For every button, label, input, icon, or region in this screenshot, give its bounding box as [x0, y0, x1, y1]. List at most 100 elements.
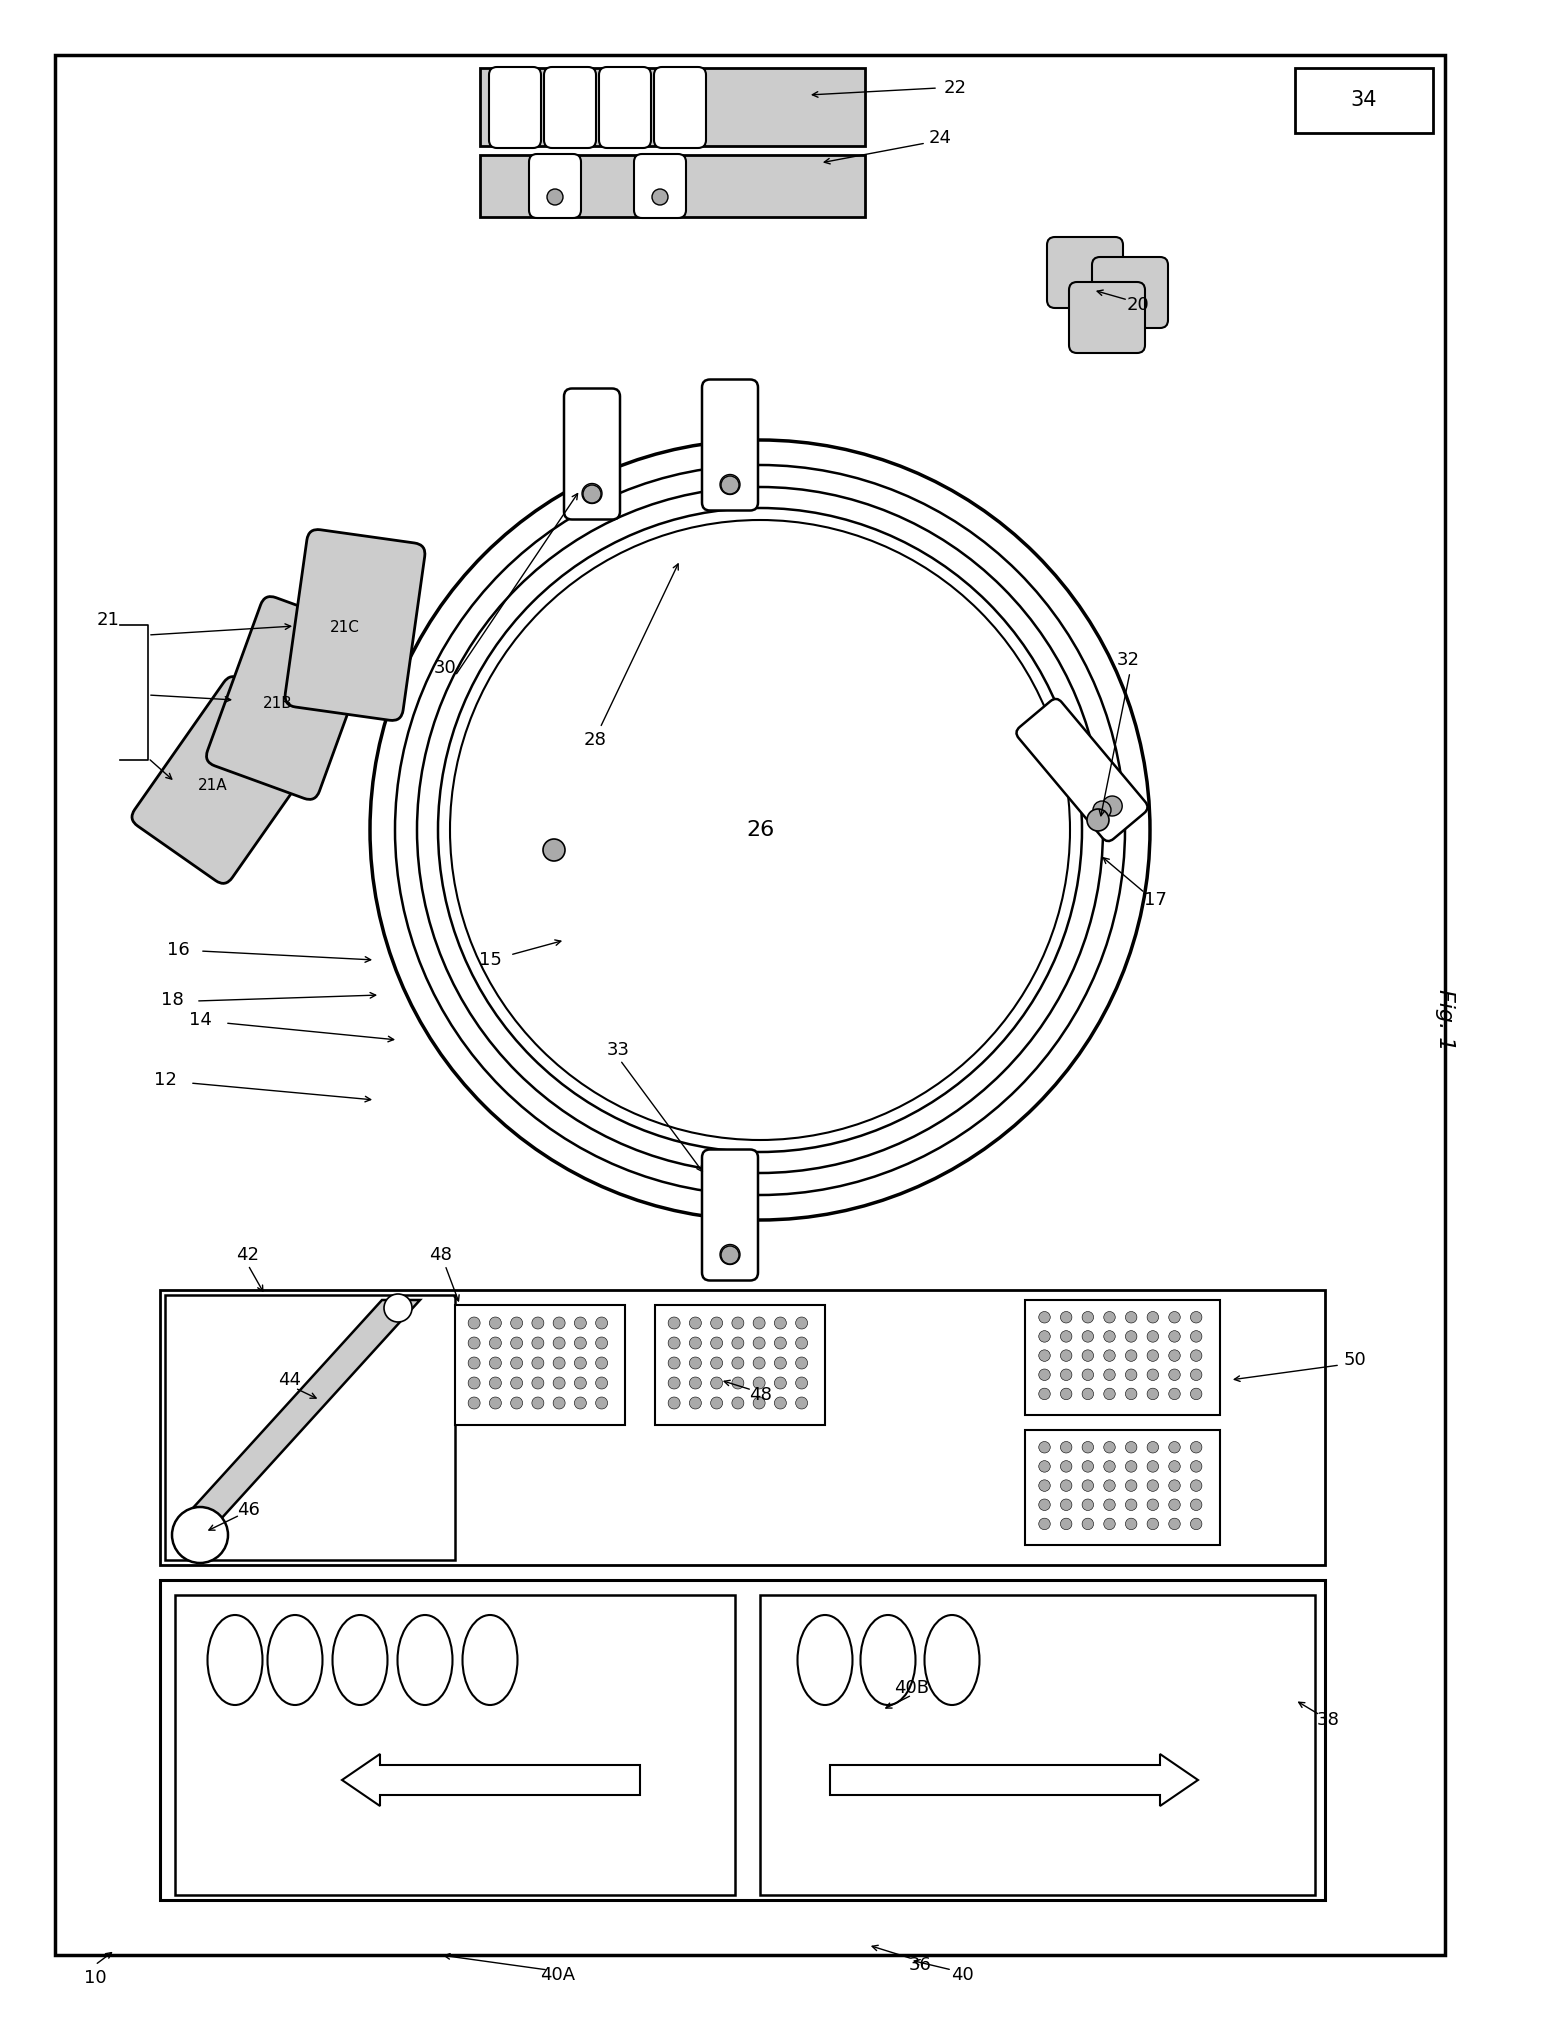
- Circle shape: [711, 1318, 723, 1330]
- Text: 21: 21: [96, 611, 120, 629]
- Circle shape: [1125, 1369, 1138, 1381]
- Circle shape: [511, 1336, 523, 1348]
- Circle shape: [1125, 1387, 1138, 1399]
- Circle shape: [1125, 1350, 1138, 1361]
- Circle shape: [722, 1246, 739, 1265]
- Text: 30: 30: [433, 660, 456, 676]
- Text: 46: 46: [236, 1502, 259, 1520]
- Circle shape: [511, 1377, 523, 1389]
- Circle shape: [1086, 809, 1110, 832]
- Circle shape: [667, 1336, 680, 1348]
- Circle shape: [543, 840, 565, 860]
- Circle shape: [574, 1318, 587, 1330]
- FancyBboxPatch shape: [1017, 699, 1147, 842]
- Circle shape: [722, 476, 739, 494]
- Circle shape: [652, 190, 667, 204]
- FancyBboxPatch shape: [653, 67, 706, 147]
- Circle shape: [1060, 1312, 1072, 1324]
- Circle shape: [469, 1318, 480, 1330]
- Circle shape: [1190, 1518, 1201, 1530]
- Circle shape: [489, 1357, 501, 1369]
- Text: 10: 10: [84, 1969, 107, 1988]
- Circle shape: [489, 1377, 501, 1389]
- Text: 17: 17: [1144, 891, 1167, 909]
- Circle shape: [1038, 1330, 1051, 1342]
- Circle shape: [582, 484, 602, 503]
- Circle shape: [1082, 1350, 1094, 1361]
- FancyBboxPatch shape: [132, 676, 324, 883]
- Circle shape: [532, 1336, 543, 1348]
- Circle shape: [1060, 1500, 1072, 1510]
- Circle shape: [574, 1357, 587, 1369]
- Circle shape: [1125, 1330, 1138, 1342]
- Circle shape: [1190, 1442, 1201, 1453]
- Circle shape: [733, 1336, 743, 1348]
- Text: 36: 36: [908, 1955, 931, 1974]
- Circle shape: [596, 1318, 608, 1330]
- Circle shape: [489, 1397, 501, 1410]
- Circle shape: [667, 1377, 680, 1389]
- Circle shape: [1147, 1500, 1159, 1510]
- Circle shape: [1103, 1500, 1116, 1510]
- Circle shape: [1060, 1330, 1072, 1342]
- Text: 40: 40: [951, 1965, 973, 1984]
- Circle shape: [596, 1397, 608, 1410]
- Bar: [1294, 67, 1432, 133]
- Circle shape: [1060, 1518, 1072, 1530]
- Bar: [1024, 1299, 1220, 1416]
- Circle shape: [1169, 1312, 1180, 1324]
- Circle shape: [1082, 1442, 1094, 1453]
- FancyBboxPatch shape: [286, 529, 425, 721]
- Circle shape: [667, 1397, 680, 1410]
- Text: 18: 18: [160, 991, 183, 1009]
- Circle shape: [469, 1397, 480, 1410]
- Circle shape: [1082, 1500, 1094, 1510]
- Circle shape: [553, 1318, 565, 1330]
- Circle shape: [1038, 1461, 1051, 1473]
- Circle shape: [733, 1318, 743, 1330]
- Circle shape: [469, 1377, 480, 1389]
- Circle shape: [1169, 1387, 1180, 1399]
- Circle shape: [511, 1397, 523, 1410]
- Circle shape: [546, 190, 563, 204]
- Ellipse shape: [860, 1616, 916, 1706]
- Circle shape: [689, 1377, 702, 1389]
- Circle shape: [1060, 1461, 1072, 1473]
- Circle shape: [1125, 1479, 1138, 1491]
- Bar: [480, 67, 864, 145]
- Circle shape: [753, 1377, 765, 1389]
- Circle shape: [1169, 1330, 1180, 1342]
- Text: 48: 48: [428, 1246, 452, 1265]
- Ellipse shape: [397, 1616, 453, 1706]
- FancyBboxPatch shape: [599, 67, 650, 147]
- Circle shape: [511, 1357, 523, 1369]
- Circle shape: [1190, 1312, 1201, 1324]
- Circle shape: [1147, 1461, 1159, 1473]
- Circle shape: [532, 1397, 543, 1410]
- Circle shape: [1038, 1350, 1051, 1361]
- Circle shape: [1125, 1442, 1138, 1453]
- Circle shape: [1169, 1479, 1180, 1491]
- FancyArrow shape: [830, 1755, 1198, 1806]
- Circle shape: [553, 1357, 565, 1369]
- Ellipse shape: [798, 1616, 852, 1706]
- Circle shape: [1103, 1461, 1116, 1473]
- FancyBboxPatch shape: [635, 153, 686, 219]
- Text: 33: 33: [607, 1042, 630, 1058]
- Circle shape: [1060, 1479, 1072, 1491]
- Circle shape: [532, 1318, 543, 1330]
- Text: 20: 20: [1127, 296, 1150, 315]
- Bar: [1024, 1430, 1220, 1545]
- Bar: [455, 1305, 625, 1426]
- Circle shape: [711, 1397, 723, 1410]
- Text: 21B: 21B: [264, 695, 293, 711]
- Circle shape: [667, 1357, 680, 1369]
- Circle shape: [1169, 1461, 1180, 1473]
- Circle shape: [596, 1357, 608, 1369]
- Circle shape: [1038, 1500, 1051, 1510]
- Circle shape: [796, 1318, 807, 1330]
- Circle shape: [1147, 1312, 1159, 1324]
- Circle shape: [532, 1377, 543, 1389]
- Text: 42: 42: [236, 1246, 259, 1265]
- Circle shape: [711, 1336, 723, 1348]
